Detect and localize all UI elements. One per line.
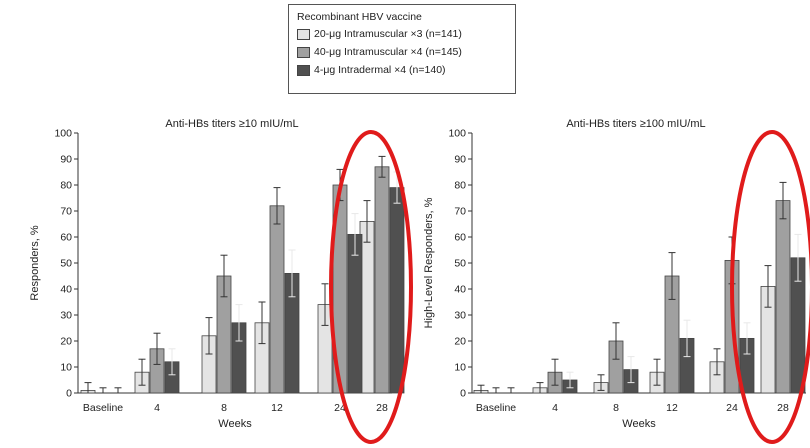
legend-swatch-3 [297,65,310,76]
bar [775,200,791,394]
y-tick-label: 40 [60,284,72,296]
y-tick-label: 50 [454,258,466,270]
x-axis-label: Weeks [218,418,252,430]
y-tick-label: 70 [60,206,72,218]
bar [374,166,390,394]
x-tick-label: 28 [777,402,789,414]
y-tick-label: 30 [60,310,72,322]
bar [389,187,405,394]
y-tick-label: 0 [66,388,72,400]
x-tick-label: 4 [552,402,558,414]
y-axis-label: High-Level Responders, % [423,197,435,328]
y-tick-label: 60 [454,232,466,244]
y-tick-label: 30 [454,310,466,322]
x-tick-label: 12 [666,402,678,414]
x-tick-label: 12 [271,402,283,414]
legend-swatch-1 [297,29,310,40]
chart-panel-2: Anti-HBs titers ≥100 mIU/mL 0 10 20 30 40 50 60… [423,118,810,444]
chart-panel-1: Anti-HBs titers ≥10 mIU/mL 0 10 20 30 40 50 60 7… [29,118,413,444]
x-tick-label: Baseline [83,402,123,414]
x-tick-label: 24 [726,402,738,414]
highlight-ellipse [329,130,413,444]
x-axis-label: Weeks [622,418,656,430]
y-tick-label: 20 [454,336,466,348]
y-tick-label: 100 [54,128,72,140]
y-tick-label: 10 [454,362,466,374]
bar [269,205,285,394]
x-tick-label: Baseline [476,402,516,414]
y-tick-label: 40 [454,284,466,296]
y-tick-label: 0 [460,388,466,400]
y-tick-label: 20 [60,336,72,348]
x-tick-label: 8 [613,402,619,414]
y-tick-label: 100 [448,128,466,140]
y-tick-label: 80 [60,180,72,192]
legend-entry-1: 20-μg Intramuscular ×3 (n=141) [297,28,462,41]
y-tick-label: 90 [60,154,72,166]
highlight-ellipse [730,130,810,444]
legend-entry-2: 40-μg Intramuscular ×4 (n=145) [297,46,462,59]
x-tick-label: 24 [334,402,346,414]
chart-title: Anti-HBs titers ≥100 mIU/mL [566,118,705,130]
y-tick-label: 90 [454,154,466,166]
y-tick-label: 70 [454,206,466,218]
y-tick-label: 80 [454,180,466,192]
legend-entry-3: 4-μg Intradermal ×4 (n=140) [297,64,446,77]
y-axis-label: Responders, % [29,225,41,300]
y-tick-label: 60 [60,232,72,244]
legend-swatch-2 [297,47,310,58]
y-tick-label: 10 [60,362,72,374]
y-tick-label: 50 [60,258,72,270]
legend-label-2: 40-μg Intramuscular ×4 (n=145) [314,46,462,58]
x-tick-label: 8 [221,402,227,414]
chart-title: Anti-HBs titers ≥10 mIU/mL [165,118,298,130]
legend-label-3: 4-μg Intradermal ×4 (n=140) [314,64,446,76]
bar [347,233,363,394]
x-tick-label: 4 [154,402,160,414]
legend: Recombinant HBV vaccine 20-μg Intramuscu… [288,4,516,94]
legend-label-1: 20-μg Intramuscular ×3 (n=141) [314,28,462,40]
legend-title: Recombinant HBV vaccine [297,11,422,23]
x-tick-label: 28 [376,402,388,414]
